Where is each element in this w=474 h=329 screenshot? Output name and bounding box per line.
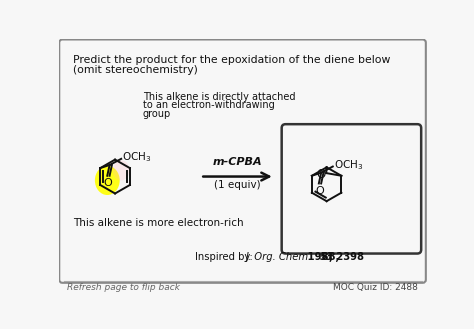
Text: Refresh page to flip back: Refresh page to flip back — [67, 283, 180, 292]
Text: (omit stereochemistry): (omit stereochemistry) — [73, 65, 198, 75]
Text: Inspired by:: Inspired by: — [195, 252, 256, 262]
Text: to an electron-withdrawing: to an electron-withdrawing — [143, 100, 275, 110]
Text: (1 equiv): (1 equiv) — [214, 180, 261, 190]
Text: group: group — [143, 109, 171, 119]
Ellipse shape — [113, 160, 130, 180]
FancyBboxPatch shape — [59, 39, 426, 283]
Text: 1988,: 1988, — [297, 252, 346, 262]
Text: MOC Quiz ID: 2488: MOC Quiz ID: 2488 — [333, 283, 418, 292]
Text: m-CPBA: m-CPBA — [213, 157, 262, 166]
Text: O: O — [104, 178, 112, 188]
Text: J. Org. Chem.: J. Org. Chem. — [246, 252, 312, 262]
Text: This alkene is more electron-rich: This alkene is more electron-rich — [73, 218, 244, 228]
Ellipse shape — [95, 166, 120, 195]
Text: O: O — [315, 186, 324, 196]
Text: OCH$_3$: OCH$_3$ — [334, 158, 363, 172]
Text: This alkene is directly attached: This alkene is directly attached — [143, 92, 295, 102]
Text: O: O — [316, 168, 326, 181]
Text: OCH$_3$: OCH$_3$ — [122, 150, 151, 164]
Text: 53: 53 — [319, 252, 334, 262]
Text: , 2398: , 2398 — [329, 252, 364, 262]
FancyBboxPatch shape — [282, 124, 421, 254]
Text: Predict the product for the epoxidation of the diene below: Predict the product for the epoxidation … — [73, 55, 391, 65]
